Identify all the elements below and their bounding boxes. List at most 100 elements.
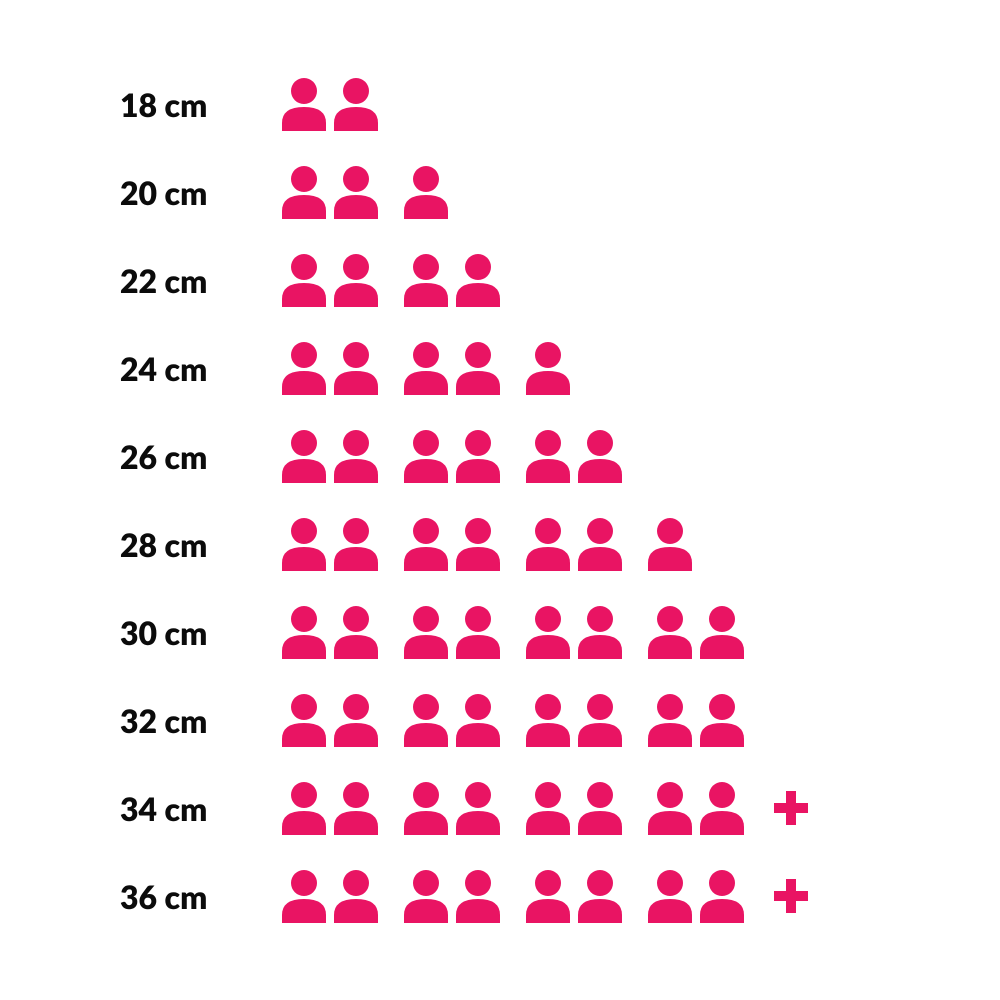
row-icons xyxy=(280,77,402,131)
person-icon xyxy=(402,693,450,747)
person-icon xyxy=(280,429,328,483)
person-icon xyxy=(646,517,694,571)
person-icon xyxy=(402,341,450,395)
icon-pair xyxy=(524,517,624,571)
icon-pair xyxy=(280,869,380,923)
icon-pair xyxy=(524,429,624,483)
row-label: 22 cm xyxy=(120,261,280,300)
icon-pair xyxy=(524,693,624,747)
person-icon xyxy=(576,605,624,659)
person-icon xyxy=(280,869,328,923)
person-icon xyxy=(280,605,328,659)
row-label: 24 cm xyxy=(120,349,280,388)
icon-pair xyxy=(646,605,746,659)
person-icon xyxy=(454,605,502,659)
person-icon xyxy=(454,253,502,307)
pictogram-row: 34 cm xyxy=(120,764,810,852)
person-icon xyxy=(576,429,624,483)
pictogram-row: 36 cm xyxy=(120,852,810,940)
row-label: 30 cm xyxy=(120,613,280,652)
icon-pair xyxy=(524,781,624,835)
person-icon xyxy=(280,253,328,307)
person-icon xyxy=(332,77,380,131)
person-icon xyxy=(332,429,380,483)
row-icons xyxy=(280,693,768,747)
icon-pair xyxy=(402,165,450,219)
pictogram-row: 30 cm xyxy=(120,588,810,676)
pictogram-row: 26 cm xyxy=(120,412,810,500)
person-icon xyxy=(280,165,328,219)
icon-pair xyxy=(646,517,694,571)
row-icons xyxy=(280,605,768,659)
pictogram-row: 32 cm xyxy=(120,676,810,764)
row-label: 32 cm xyxy=(120,701,280,740)
person-icon xyxy=(280,781,328,835)
person-icon xyxy=(646,869,694,923)
icon-pair xyxy=(280,341,380,395)
person-icon xyxy=(454,429,502,483)
person-icon xyxy=(454,781,502,835)
icon-pair xyxy=(280,253,380,307)
icon-pair xyxy=(402,253,502,307)
pictogram-row: 28 cm xyxy=(120,500,810,588)
person-icon xyxy=(698,781,746,835)
row-label: 34 cm xyxy=(120,789,280,828)
row-icons xyxy=(280,869,810,923)
pictogram-chart: 18 cm 20 cm 22 cm 24 cm 26 cm28 cm 30 cm 32 cm… xyxy=(120,60,810,940)
person-icon xyxy=(332,517,380,571)
icon-pair xyxy=(402,869,502,923)
icon-pair xyxy=(402,341,502,395)
person-icon xyxy=(524,781,572,835)
person-icon xyxy=(454,869,502,923)
icon-pair xyxy=(402,693,502,747)
person-icon xyxy=(576,781,624,835)
pictogram-row: 20 cm xyxy=(120,148,810,236)
row-label: 36 cm xyxy=(120,877,280,916)
row-icons xyxy=(280,253,524,307)
person-icon xyxy=(646,605,694,659)
person-icon xyxy=(646,781,694,835)
pictogram-row: 18 cm xyxy=(120,60,810,148)
person-icon xyxy=(332,341,380,395)
icon-pair xyxy=(280,77,380,131)
icon-pair xyxy=(280,605,380,659)
icon-pair xyxy=(524,869,624,923)
icon-pair xyxy=(646,693,746,747)
row-label: 18 cm xyxy=(120,85,280,124)
person-icon xyxy=(332,693,380,747)
person-icon xyxy=(698,869,746,923)
row-label: 20 cm xyxy=(120,173,280,212)
icon-pair xyxy=(280,165,380,219)
person-icon xyxy=(576,517,624,571)
person-icon xyxy=(280,693,328,747)
row-icons xyxy=(280,165,472,219)
row-icons xyxy=(280,341,594,395)
icon-pair xyxy=(402,429,502,483)
icon-pair xyxy=(646,781,746,835)
icon-pair xyxy=(402,605,502,659)
person-icon xyxy=(332,781,380,835)
icon-pair xyxy=(280,693,380,747)
person-icon xyxy=(524,869,572,923)
person-icon xyxy=(646,693,694,747)
person-icon xyxy=(454,693,502,747)
person-icon xyxy=(576,869,624,923)
person-icon xyxy=(280,341,328,395)
person-icon xyxy=(576,693,624,747)
person-icon xyxy=(402,253,450,307)
person-icon xyxy=(524,429,572,483)
icon-pair xyxy=(280,781,380,835)
person-icon xyxy=(698,693,746,747)
person-icon xyxy=(332,165,380,219)
icon-pair xyxy=(646,869,746,923)
person-icon xyxy=(332,253,380,307)
person-icon xyxy=(402,869,450,923)
plus-icon xyxy=(772,877,810,915)
person-icon xyxy=(402,517,450,571)
person-icon xyxy=(524,517,572,571)
icon-pair xyxy=(524,341,572,395)
icon-pair xyxy=(402,517,502,571)
person-icon xyxy=(454,517,502,571)
plus-icon xyxy=(772,789,810,827)
icon-pair xyxy=(280,429,380,483)
